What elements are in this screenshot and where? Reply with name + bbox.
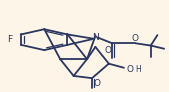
Text: N: N (92, 33, 99, 42)
Text: O: O (94, 79, 101, 88)
Text: O: O (104, 46, 112, 55)
Text: O: O (131, 34, 138, 43)
Text: H: H (136, 65, 141, 74)
Text: O: O (126, 65, 133, 74)
Text: F: F (7, 35, 13, 44)
